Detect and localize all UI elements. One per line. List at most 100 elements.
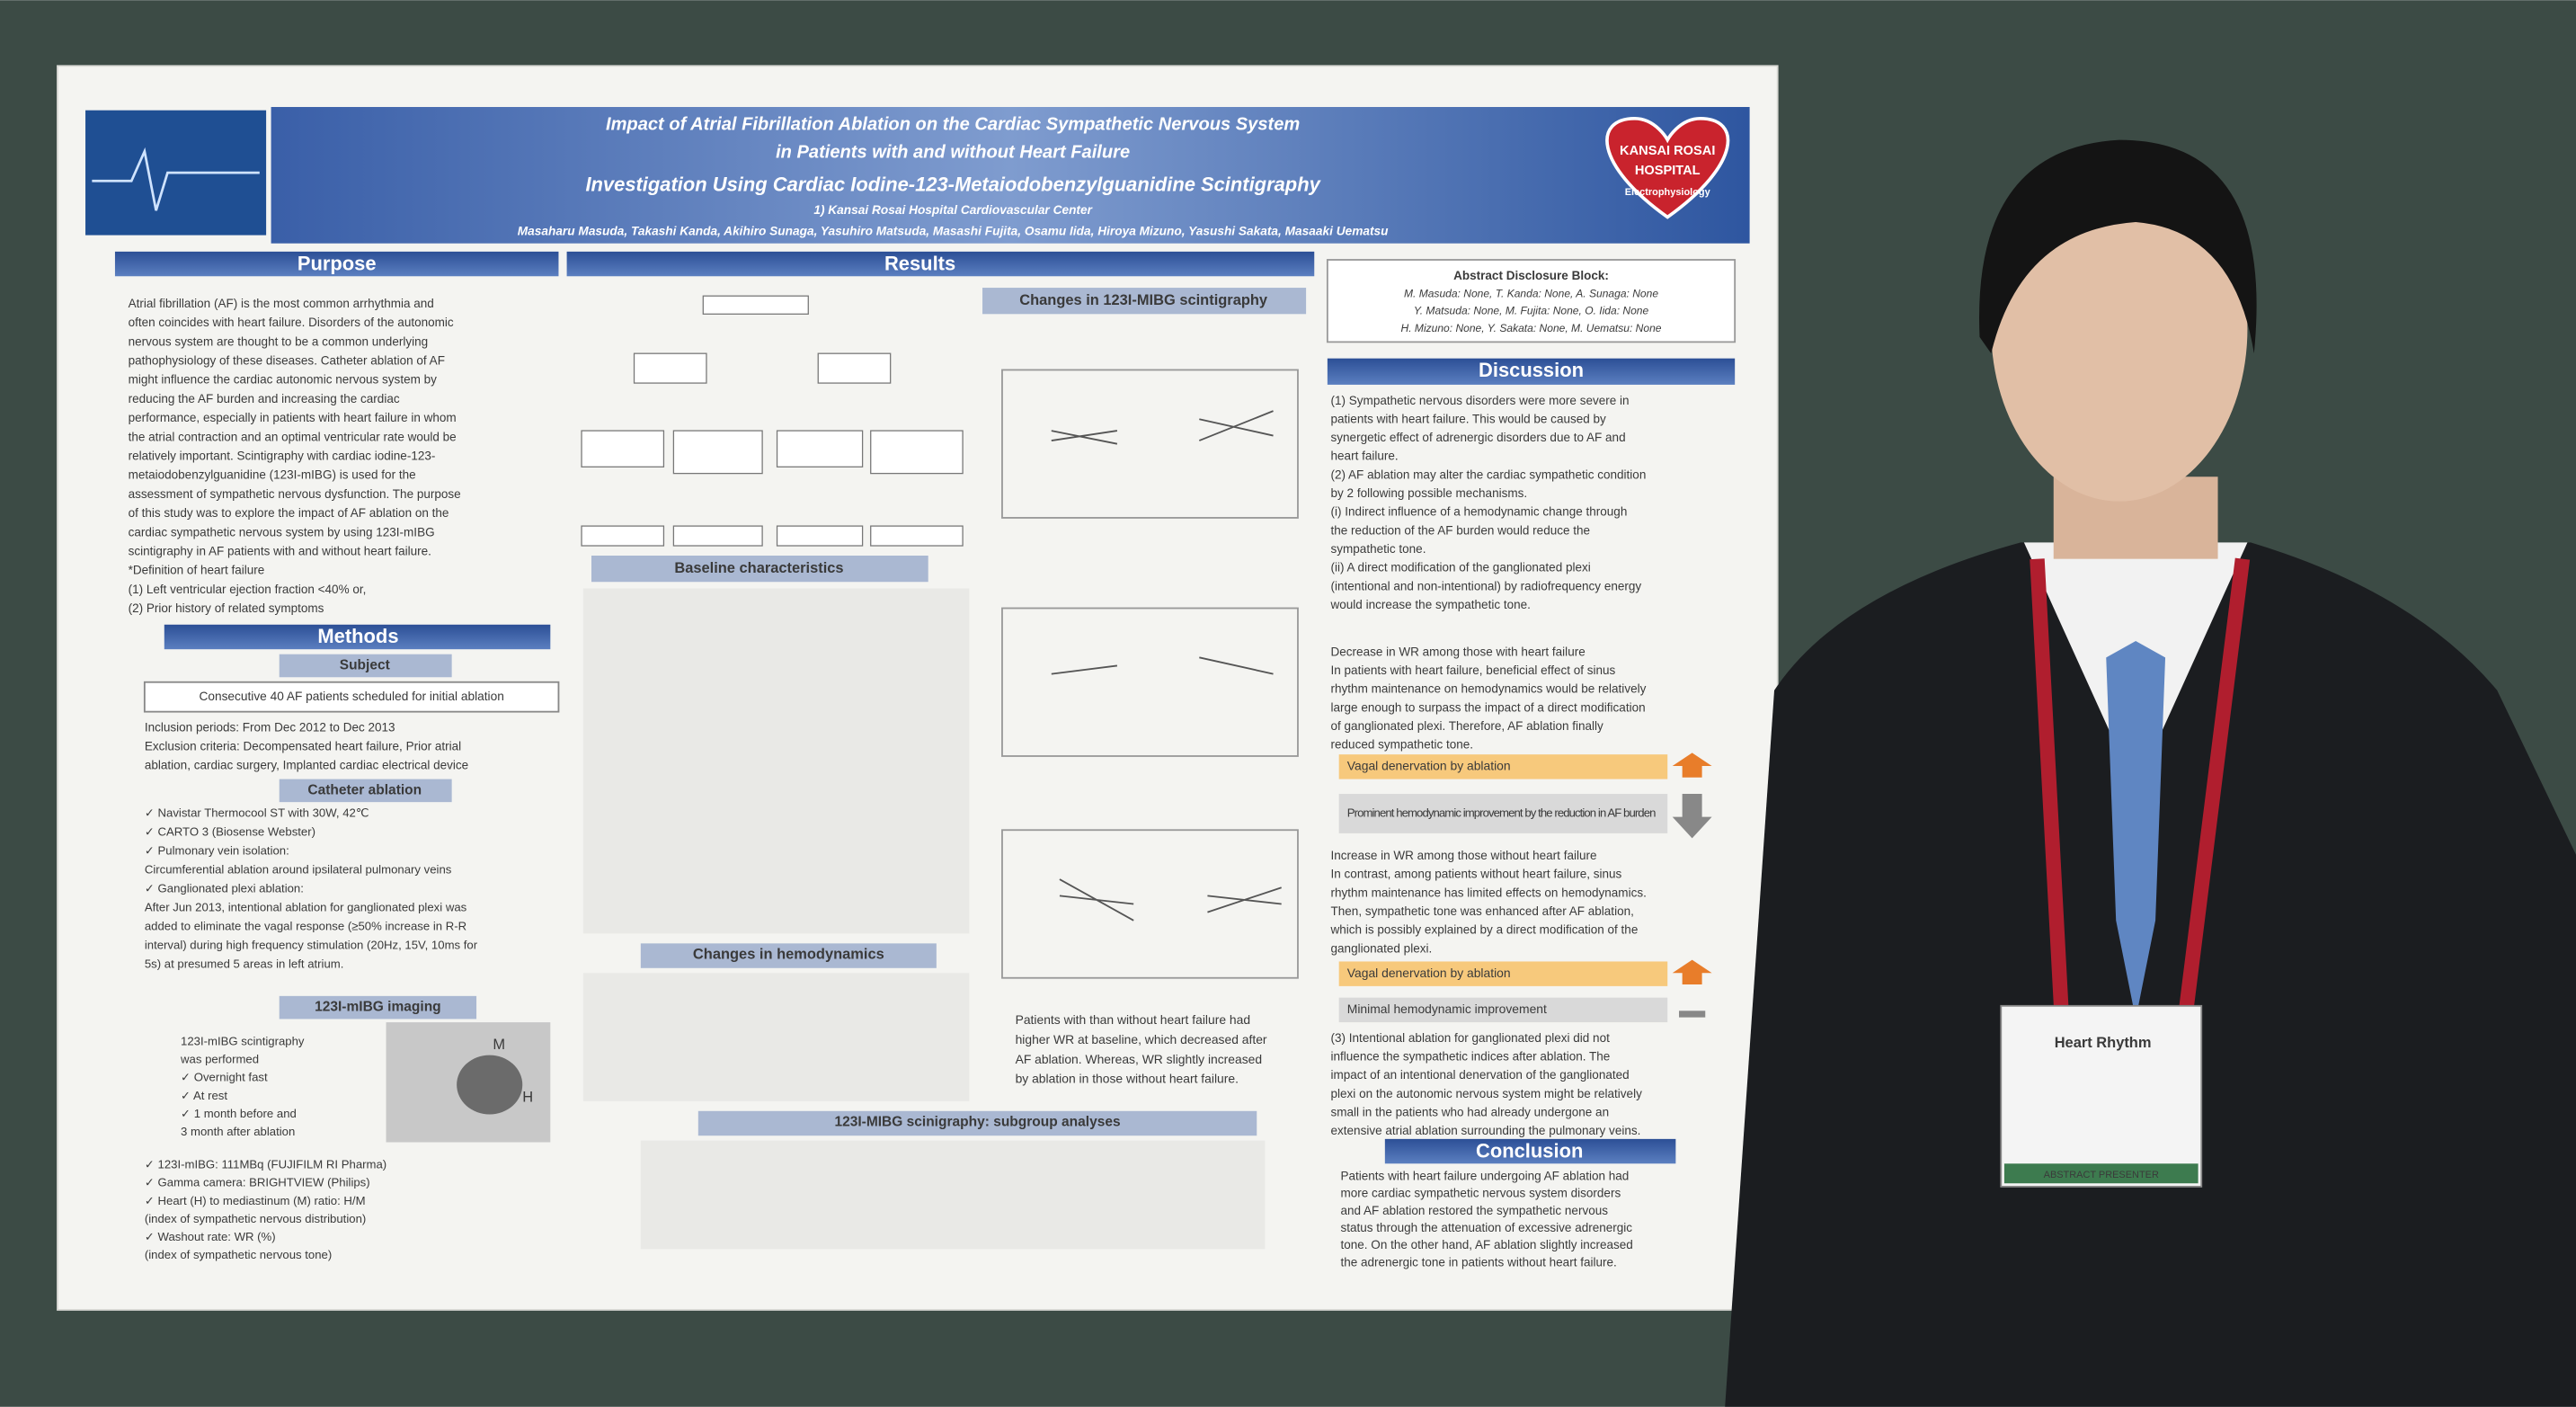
text: (i) Indirect influence of a hemodynamic … [1331,505,1628,519]
title: in Patients with and without Heart Failu… [776,142,1130,162]
text: Vagal denervation by ablation [1347,759,1511,773]
text: more cardiac sympathetic nervous system … [1340,1187,1621,1200]
text: heart failure. [1331,450,1399,463]
text: impact of an intentional denervation of … [1331,1068,1630,1082]
heading: Changes in 123I-MIBG scintigraphy [1019,292,1268,308]
text: interval) during high frequency stimulat… [145,939,478,952]
text: of ganglionated plexi. Therefore, AF abl… [1331,719,1604,733]
node [672,525,763,547]
text: Exclusion criteria: Decompensated heart … [145,740,461,753]
image-label: M [493,1037,505,1053]
logo-text: Electrophysiology [1625,187,1711,198]
text: ✓ Pulmonary vein isolation: [145,843,289,857]
node [817,352,892,384]
text: (ii) A direct modification of the gangli… [1331,561,1591,574]
box [1338,794,1668,833]
text: Then, sympathetic tone was enhanced afte… [1331,904,1634,918]
text: Increase in WR among those without heart… [1331,849,1597,862]
heading: Methods [317,625,398,647]
text: ✓ Heart (H) to mediastinum (M) ratio: H/… [145,1194,366,1207]
text: 3 month after ablation [181,1125,295,1138]
text: (2) Prior history of related symptoms [129,601,324,615]
text: rhythm maintenance on hemodynamics would… [1331,682,1647,696]
text: *Definition of heart failure [129,564,265,577]
text: M. Masuda: None, T. Kanda: None, A. Suna… [1404,288,1658,300]
title-band [271,107,1750,244]
logo-text: HOSPITAL [1635,164,1701,178]
box [1338,997,1668,1023]
text: (3) Intentional ablation for ganglionate… [1331,1031,1611,1045]
ecg-trace [92,147,260,211]
text: the reduction of the AF burden would red… [1331,523,1591,537]
heading: Conclusion [1476,1139,1583,1162]
image-label: H [522,1090,533,1106]
chart-lines [1051,410,1282,922]
text: ganglionated plexi. [1331,941,1433,955]
tables [582,588,1266,1250]
box [1338,961,1668,986]
text: ✓ Ganglionated plexi ablation: [145,882,304,895]
table [640,1140,1266,1250]
text: rhythm maintenance has limited effects o… [1331,886,1647,899]
text: (index of sympathetic nervous tone) [145,1248,332,1261]
bar [1327,358,1736,385]
text: Atrial fibrillation (AF) is the most com… [129,297,434,310]
text: and AF ablation restored the sympathetic… [1340,1204,1608,1217]
node [870,430,964,475]
heading: Catheter ablation [307,782,422,797]
heading: Changes in hemodynamics [693,946,884,962]
text: was performed [180,1053,259,1066]
text: Patients with heart failure undergoing A… [1340,1169,1629,1182]
heading: Baseline characteristics [674,560,843,576]
text: plexi on the autonomic nervous system mi… [1331,1087,1643,1100]
node [581,525,665,547]
text: relatively important. Scintigraphy with … [129,450,436,463]
logo-heart [1605,116,1730,219]
box [1338,754,1668,779]
bar [279,654,452,678]
text: tone. On the other hand, AF ablation sli… [1340,1238,1632,1251]
flowchart [581,295,964,547]
table [582,973,970,1101]
text: Inclusion periods: From Dec 2012 to Dec … [145,720,395,734]
text: Prominent hemodynamic improvement by the… [1347,806,1657,819]
arrow-down [1672,794,1712,839]
arrow-flat [1679,1011,1706,1018]
text: ✓ Gamma camera: BRIGHTVIEW (Philips) [145,1176,370,1189]
text: often coincides with heart failure. Diso… [129,316,454,329]
text: ✓ 1 month before and [181,1107,297,1120]
box [1326,259,1737,343]
node [776,525,864,547]
section-bars [114,251,1737,1164]
table [582,588,970,934]
text: metaiodobenzylguanidine (123I-mIBG) is u… [129,468,416,482]
badge-role: ABSTRACT PRESENTER [2044,1170,2159,1180]
text: small in the patients who had already un… [1331,1106,1610,1119]
node [776,430,864,468]
text: would increase the sympathetic tone. [1330,598,1531,611]
text: reducing the AF burden and increasing th… [129,392,400,405]
text: (2) AF ablation may alter the cardiac sy… [1331,468,1647,481]
text: (1) Left ventricular ejection fraction <… [129,583,367,596]
bar [114,251,559,277]
chart [1001,829,1299,979]
text: (index of sympathetic nervous distributi… [145,1212,366,1225]
text: by ablation in those without heart failu… [1016,1072,1239,1086]
text: added to eliminate the vagal response (≥… [145,920,466,933]
text: ✓ Navistar Thermocool ST with 30W, 42℃ [145,806,369,819]
bar [566,251,1315,277]
node [870,525,964,547]
bar [1384,1138,1676,1164]
heading: 123I-MIBG scinigraphy: subgroup analyses [834,1115,1120,1130]
heading: Subject [340,658,390,673]
text: pathophysiology of these diseases. Cathe… [129,354,445,368]
text: nervous system are thought to be a commo… [129,334,429,348]
text: Abstract Disclosure Block: [1453,269,1609,282]
text: Decrease in WR among those with heart fa… [1331,645,1586,658]
person [1725,139,2576,1407]
text: cardiac sympathetic nervous system by us… [129,525,435,539]
text: ✓ CARTO 3 (Biosense Webster) [145,824,315,838]
text: the adrenergic tone in patients without … [1340,1255,1616,1269]
text: H. Mizuno: None, Y. Sakata: None, M. Uem… [1401,322,1662,334]
